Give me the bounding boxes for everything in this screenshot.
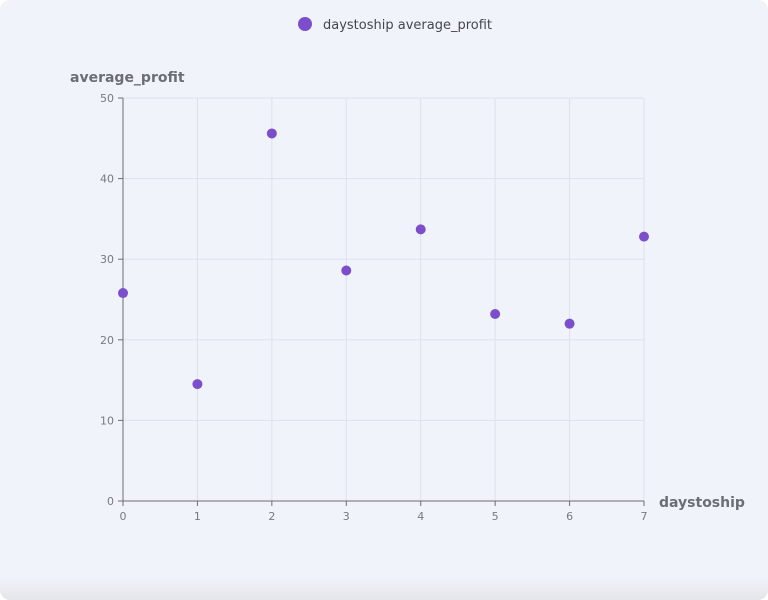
- x-tick-label: 3: [343, 510, 350, 523]
- legend[interactable]: daystoship average_profit: [298, 17, 492, 33]
- x-axis-title: daystoship: [659, 495, 745, 511]
- x-tick-label: 6: [566, 510, 573, 523]
- y-tick-label: 40: [100, 173, 114, 186]
- data-point[interactable]: [415, 224, 426, 235]
- x-tick-label: 5: [492, 510, 499, 523]
- x-tick-label: 2: [268, 510, 275, 523]
- x-tick-label: 1: [194, 510, 201, 523]
- data-point[interactable]: [192, 379, 203, 390]
- legend-marker-icon: [298, 17, 312, 31]
- legend-label: daystoship average_profit: [323, 18, 492, 33]
- axes: [122, 98, 644, 502]
- y-axis-title: average_profit: [70, 70, 185, 86]
- data-point[interactable]: [639, 231, 649, 242]
- data-point[interactable]: [564, 318, 575, 329]
- data-point[interactable]: [266, 128, 277, 139]
- x-tick-label: 0: [120, 510, 127, 523]
- grid: [122, 97, 645, 502]
- x-ticks: 0 1 2 3 4 5 6 7: [120, 501, 648, 523]
- x-tick-label: 7: [641, 510, 648, 523]
- data-points: [118, 128, 649, 390]
- y-tick-label: 30: [100, 253, 114, 266]
- data-point[interactable]: [341, 265, 352, 276]
- data-point[interactable]: [490, 309, 501, 320]
- y-tick-label: 20: [100, 334, 114, 347]
- x-tick-label: 4: [417, 510, 424, 523]
- data-point[interactable]: [118, 288, 128, 299]
- y-tick-label: 50: [100, 92, 114, 105]
- y-ticks: 0 10 20 30 40 50: [100, 92, 123, 508]
- y-tick-label: 10: [100, 414, 114, 427]
- y-tick-label: 0: [107, 495, 114, 508]
